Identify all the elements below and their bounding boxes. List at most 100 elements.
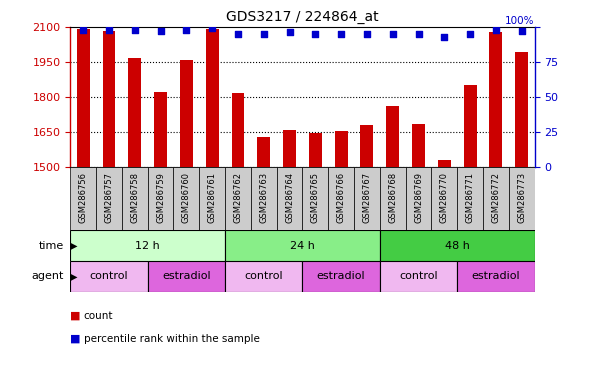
Bar: [302, 261, 380, 292]
Point: [130, 26, 140, 33]
Text: 48 h: 48 h: [445, 241, 470, 251]
Point: [156, 28, 166, 34]
Bar: [412, 124, 425, 167]
Text: control: control: [244, 271, 283, 281]
Bar: [360, 124, 373, 167]
Bar: [380, 230, 535, 261]
Bar: [283, 130, 296, 167]
Text: 24 h: 24 h: [290, 241, 315, 251]
Point: [336, 31, 346, 37]
Text: time: time: [39, 241, 64, 251]
Bar: [225, 230, 380, 261]
Bar: [277, 167, 302, 230]
Bar: [154, 92, 167, 167]
Bar: [380, 167, 406, 230]
Bar: [251, 167, 277, 230]
Bar: [406, 167, 431, 230]
Text: ▶: ▶: [70, 271, 77, 281]
Text: GSM286757: GSM286757: [104, 172, 114, 223]
Bar: [257, 137, 270, 167]
Text: GSM286763: GSM286763: [259, 172, 268, 223]
Text: control: control: [90, 271, 128, 281]
Bar: [431, 167, 457, 230]
Bar: [180, 60, 193, 167]
Bar: [328, 167, 354, 230]
Bar: [225, 261, 302, 292]
Bar: [335, 131, 348, 167]
Bar: [174, 167, 199, 230]
Text: GSM286771: GSM286771: [466, 172, 475, 223]
Text: GSM286759: GSM286759: [156, 172, 165, 223]
Text: GSM286762: GSM286762: [233, 172, 243, 223]
Text: 100%: 100%: [505, 16, 535, 26]
Bar: [380, 261, 457, 292]
Text: ■: ■: [70, 311, 81, 321]
Text: ▶: ▶: [70, 241, 77, 251]
Text: GSM286758: GSM286758: [130, 172, 139, 223]
Point: [517, 28, 527, 34]
Point: [465, 31, 475, 37]
Text: GSM286772: GSM286772: [491, 172, 500, 223]
Text: agent: agent: [32, 271, 64, 281]
Bar: [128, 58, 141, 167]
Bar: [464, 85, 477, 167]
Text: GSM286767: GSM286767: [362, 172, 371, 223]
Text: GSM286766: GSM286766: [337, 172, 346, 223]
Bar: [70, 230, 225, 261]
Point: [491, 26, 501, 33]
Point: [207, 25, 217, 31]
Bar: [483, 167, 509, 230]
Point: [310, 31, 320, 37]
Text: percentile rank within the sample: percentile rank within the sample: [84, 334, 260, 344]
Point: [181, 26, 191, 33]
Text: estradiol: estradiol: [317, 271, 365, 281]
Bar: [309, 133, 322, 167]
Point: [233, 31, 243, 37]
Bar: [354, 167, 380, 230]
Point: [362, 31, 372, 37]
Text: count: count: [84, 311, 113, 321]
Text: GSM286768: GSM286768: [388, 172, 397, 223]
Bar: [509, 167, 535, 230]
Bar: [148, 167, 174, 230]
Text: GSM286773: GSM286773: [518, 172, 526, 223]
Bar: [225, 167, 251, 230]
Point: [414, 31, 423, 37]
Bar: [122, 167, 148, 230]
Text: ■: ■: [70, 334, 81, 344]
Text: estradiol: estradiol: [162, 271, 211, 281]
Bar: [70, 261, 148, 292]
Bar: [457, 167, 483, 230]
Bar: [457, 261, 535, 292]
Text: GSM286765: GSM286765: [311, 172, 320, 223]
Bar: [77, 29, 90, 167]
Text: GSM286769: GSM286769: [414, 172, 423, 223]
Bar: [199, 167, 225, 230]
Text: GSM286764: GSM286764: [285, 172, 294, 223]
Bar: [302, 167, 328, 230]
Text: GSM286756: GSM286756: [79, 172, 87, 223]
Bar: [489, 32, 502, 167]
Bar: [206, 29, 219, 167]
Bar: [232, 93, 244, 167]
Bar: [96, 167, 122, 230]
Point: [388, 31, 398, 37]
Text: GSM286761: GSM286761: [208, 172, 217, 223]
Point: [259, 31, 269, 37]
Bar: [70, 167, 96, 230]
Text: GSM286770: GSM286770: [440, 172, 449, 223]
Point: [439, 34, 449, 40]
Text: control: control: [399, 271, 438, 281]
Bar: [515, 52, 528, 167]
Bar: [386, 106, 399, 167]
Bar: [438, 161, 451, 167]
Title: GDS3217 / 224864_at: GDS3217 / 224864_at: [226, 10, 379, 25]
Bar: [103, 31, 115, 167]
Point: [78, 26, 88, 33]
Point: [104, 26, 114, 33]
Text: estradiol: estradiol: [472, 271, 520, 281]
Point: [285, 30, 295, 36]
Text: 12 h: 12 h: [135, 241, 160, 251]
Text: GSM286760: GSM286760: [182, 172, 191, 223]
Bar: [148, 261, 225, 292]
